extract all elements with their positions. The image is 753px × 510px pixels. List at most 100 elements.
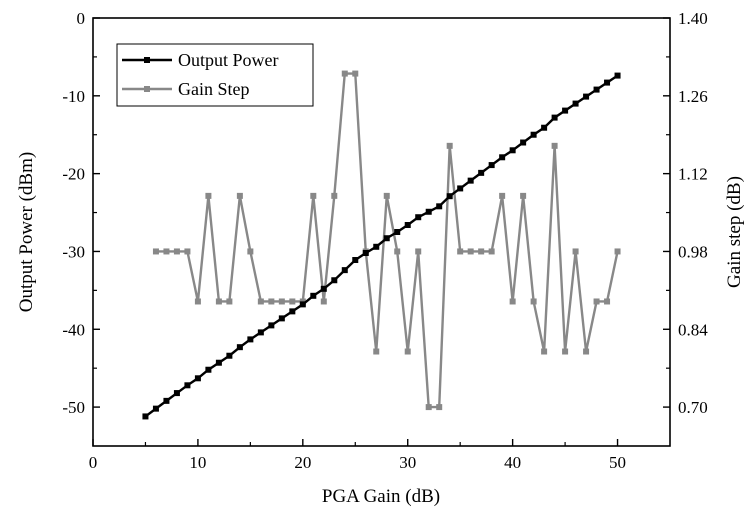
data-point-output-power bbox=[446, 193, 453, 200]
data-point-output-power bbox=[436, 203, 443, 210]
data-point-output-power bbox=[541, 124, 548, 131]
data-point-gain-step bbox=[404, 348, 411, 355]
data-point-output-power bbox=[142, 413, 149, 420]
data-point-gain-step bbox=[278, 298, 285, 305]
legend-output-power-label: Output Power bbox=[178, 50, 279, 70]
data-point-output-power bbox=[530, 131, 537, 138]
data-point-gain-step bbox=[320, 298, 327, 305]
data-point-output-power bbox=[299, 301, 306, 308]
data-point-gain-step bbox=[436, 404, 443, 411]
y-right-tick-label: 0.98 bbox=[678, 242, 708, 261]
x-axis-title: PGA Gain (dB) bbox=[322, 486, 440, 507]
series-layer bbox=[142, 70, 621, 420]
data-point-output-power bbox=[194, 375, 201, 382]
data-point-gain-step bbox=[268, 298, 275, 305]
data-point-gain-step bbox=[194, 298, 201, 305]
data-point-output-power bbox=[604, 79, 611, 86]
data-point-output-power bbox=[163, 397, 170, 404]
data-point-gain-step bbox=[383, 192, 390, 199]
data-point-gain-step bbox=[457, 248, 464, 255]
data-point-gain-step bbox=[205, 192, 212, 199]
data-point-output-power bbox=[457, 185, 464, 192]
data-point-output-power bbox=[184, 382, 191, 389]
plot-frame bbox=[92, 17, 671, 447]
data-point-output-power bbox=[236, 344, 243, 351]
data-point-output-power bbox=[152, 405, 159, 412]
x-tick-label: 10 bbox=[189, 453, 206, 472]
data-point-output-power bbox=[205, 366, 212, 373]
y-right-tick-label: 1.12 bbox=[678, 165, 708, 184]
data-point-output-power bbox=[404, 222, 411, 228]
data-point-gain-step bbox=[551, 142, 558, 149]
data-point-gain-step bbox=[373, 348, 380, 355]
data-point-gain-step bbox=[604, 298, 611, 305]
data-point-gain-step bbox=[163, 248, 170, 255]
data-point-gain-step bbox=[236, 192, 243, 199]
data-point-output-power bbox=[173, 390, 180, 397]
data-point-gain-step bbox=[530, 298, 537, 305]
data-point-output-power bbox=[551, 114, 558, 121]
ticks: 0 10 20 30 40 50 0 -10 -20 -30 -40 -50 0.70 0.84 0.98 1… bbox=[62, 9, 708, 472]
data-point-gain-step bbox=[446, 142, 453, 149]
y-right-tick-label: 1.26 bbox=[678, 87, 708, 106]
y-right-tick-label: 0.84 bbox=[678, 320, 708, 339]
data-point-gain-step bbox=[509, 298, 516, 305]
data-point-gain-step bbox=[467, 248, 474, 255]
data-point-output-power bbox=[373, 243, 380, 250]
data-point-output-power bbox=[247, 336, 254, 343]
data-point-output-power bbox=[593, 86, 600, 93]
data-point-output-power bbox=[572, 100, 579, 107]
y-left-tick-label: -10 bbox=[62, 87, 85, 106]
data-point-gain-step bbox=[488, 248, 495, 255]
y-right-axis-title: Gain step (dB) bbox=[724, 176, 745, 288]
data-point-gain-step bbox=[257, 298, 264, 305]
data-point-output-power bbox=[499, 154, 506, 161]
data-point-output-power bbox=[215, 359, 222, 366]
data-point-output-power bbox=[415, 214, 422, 221]
data-point-output-power bbox=[310, 292, 317, 299]
data-point-output-power bbox=[383, 235, 390, 242]
data-point-gain-step bbox=[394, 248, 401, 255]
data-point-gain-step bbox=[593, 298, 600, 305]
data-point-gain-step bbox=[614, 248, 621, 255]
data-point-output-power bbox=[614, 72, 621, 79]
data-point-output-power bbox=[268, 322, 275, 329]
data-point-gain-step bbox=[247, 248, 254, 255]
legend-box bbox=[116, 43, 314, 107]
y-left-tick-label: 0 bbox=[77, 9, 86, 28]
legend: Output Power Gain Step bbox=[116, 43, 314, 107]
data-point-gain-step bbox=[520, 192, 527, 199]
data-point-gain-step bbox=[289, 298, 296, 305]
y-left-tick-label: -30 bbox=[62, 242, 85, 261]
x-tick-label: 0 bbox=[89, 453, 98, 472]
data-point-output-power bbox=[257, 329, 264, 336]
y-right-tick-label: 1.40 bbox=[678, 9, 708, 28]
y-left-axis-title: Output Power (dBm) bbox=[16, 152, 37, 312]
data-point-gain-step bbox=[583, 348, 590, 355]
legend-gain-step-marker bbox=[144, 86, 150, 92]
data-point-gain-step bbox=[173, 248, 180, 255]
data-point-output-power bbox=[289, 308, 296, 315]
data-point-gain-step bbox=[310, 192, 317, 199]
data-point-gain-step bbox=[499, 192, 506, 199]
data-point-output-power bbox=[320, 285, 327, 292]
y-left-tick-label: -50 bbox=[62, 398, 85, 417]
data-point-output-power bbox=[278, 315, 285, 322]
data-point-gain-step bbox=[572, 248, 579, 255]
legend-gain-step-label: Gain Step bbox=[178, 79, 250, 99]
legend-output-power-marker bbox=[144, 57, 150, 63]
data-point-output-power bbox=[362, 250, 369, 257]
data-point-output-power bbox=[583, 93, 590, 100]
y-left-tick-label: -20 bbox=[62, 165, 85, 184]
data-point-output-power bbox=[478, 169, 485, 176]
data-point-output-power bbox=[467, 177, 474, 184]
x-tick-label: 30 bbox=[399, 453, 416, 472]
data-point-gain-step bbox=[215, 298, 222, 305]
data-point-output-power bbox=[331, 277, 338, 284]
data-point-output-power bbox=[562, 107, 569, 114]
y-left-tick-label: -40 bbox=[62, 320, 85, 339]
data-point-gain-step bbox=[226, 298, 233, 305]
data-point-gain-step bbox=[425, 404, 432, 411]
x-tick-label: 20 bbox=[294, 453, 311, 472]
